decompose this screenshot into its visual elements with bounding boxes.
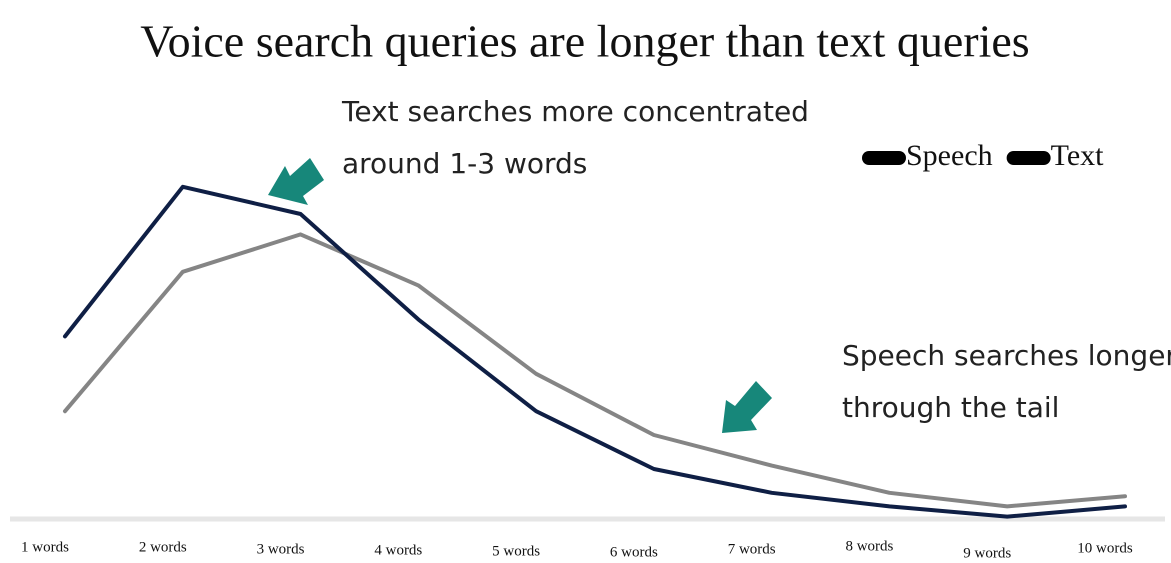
x-tick-label: 8 words — [845, 538, 893, 554]
annotation-text: through the tail — [842, 391, 1059, 424]
x-tick-label: 1 words — [21, 539, 69, 555]
x-tick-label: 5 words — [492, 543, 540, 559]
x-tick-label: 10 words — [1077, 540, 1133, 556]
annotation-text: Text searches more concentrated — [341, 95, 809, 128]
chart-title: Voice search queries are longer than tex… — [140, 16, 1029, 67]
x-tick-label: 7 words — [728, 541, 776, 557]
legend-marker — [862, 151, 906, 165]
series-line — [63, 184, 1127, 519]
x-tick-label: 4 words — [374, 542, 422, 558]
legend-label: Text — [1051, 139, 1105, 172]
legend-marker — [1006, 151, 1051, 165]
x-tick-label: 6 words — [610, 544, 658, 560]
annotation-arrow — [268, 158, 324, 205]
x-tick-label: 2 words — [139, 539, 187, 555]
legend-label: Speech — [906, 139, 993, 172]
annotation-text: around 1-3 words — [342, 147, 587, 180]
x-tick-label: 9 words — [963, 545, 1011, 561]
series-line — [63, 232, 1127, 509]
annotation-text: Speech searches longer — [842, 339, 1171, 372]
x-tick-label: 3 words — [257, 541, 305, 557]
annotation-arrow — [722, 381, 772, 433]
